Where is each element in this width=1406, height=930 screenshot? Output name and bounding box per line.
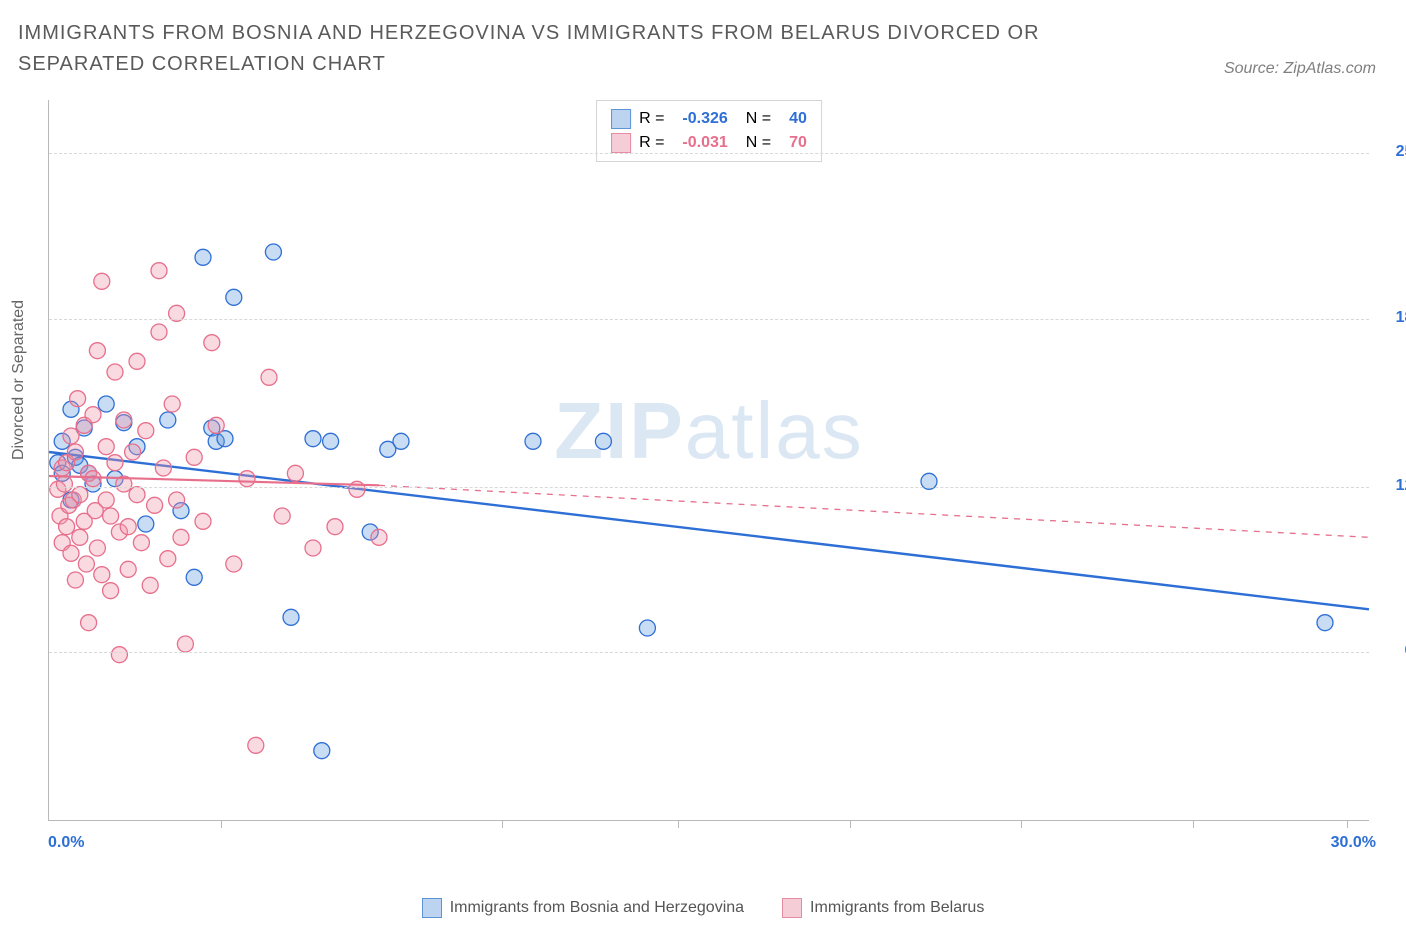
data-point [239, 471, 255, 487]
r-value: -0.326 [682, 107, 727, 131]
data-point [94, 567, 110, 583]
data-point [195, 249, 211, 265]
data-point [78, 556, 94, 572]
data-point [595, 433, 611, 449]
data-point [72, 487, 88, 503]
x-axis-min-label: 0.0% [48, 834, 84, 852]
data-point [129, 487, 145, 503]
data-point [261, 369, 277, 385]
data-point [283, 609, 299, 625]
data-point [208, 417, 224, 433]
y-tick-label: 18.8% [1377, 309, 1406, 327]
data-point [525, 433, 541, 449]
data-point [248, 737, 264, 753]
data-point [305, 431, 321, 447]
n-value: 70 [789, 131, 807, 155]
data-point [1317, 615, 1333, 631]
scatter-svg [49, 100, 1369, 820]
data-point [85, 471, 101, 487]
legend-item: Immigrants from Belarus [782, 898, 984, 918]
source-attribution: Source: ZipAtlas.com [1224, 60, 1376, 78]
data-point [173, 529, 189, 545]
data-point [226, 556, 242, 572]
data-point [133, 535, 149, 551]
legend-swatch [782, 898, 802, 918]
y-tick-label: 12.5% [1377, 477, 1406, 495]
y-tick-label: 6.3% [1377, 642, 1406, 660]
data-point [160, 412, 176, 428]
data-point [103, 508, 119, 524]
data-point [85, 407, 101, 423]
data-point [89, 343, 105, 359]
data-point [103, 583, 119, 599]
data-point [67, 444, 83, 460]
chart-title: IMMIGRANTS FROM BOSNIA AND HERZEGOVINA V… [18, 18, 1106, 80]
legend-swatch [422, 898, 442, 918]
data-point [98, 396, 114, 412]
data-point [142, 577, 158, 593]
data-point [177, 636, 193, 652]
data-point [226, 289, 242, 305]
data-point [151, 263, 167, 279]
data-point [116, 412, 132, 428]
data-point [195, 513, 211, 529]
data-point [138, 516, 154, 532]
data-point [98, 439, 114, 455]
data-point [160, 551, 176, 567]
data-point [287, 465, 303, 481]
data-point [305, 540, 321, 556]
y-axis-label: Divorced or Separated [10, 300, 28, 460]
data-point [155, 460, 171, 476]
trend-line-extrapolated [379, 485, 1369, 537]
legend-swatch [611, 109, 631, 129]
n-value: 40 [789, 107, 807, 131]
data-point [89, 540, 105, 556]
data-point [63, 545, 79, 561]
data-point [129, 353, 145, 369]
data-point [169, 492, 185, 508]
data-point [393, 433, 409, 449]
data-point [63, 428, 79, 444]
data-point [56, 476, 72, 492]
data-point [327, 519, 343, 535]
data-point [98, 492, 114, 508]
data-point [94, 273, 110, 289]
data-point [323, 433, 339, 449]
data-point [151, 324, 167, 340]
data-point [265, 244, 281, 260]
data-point [120, 561, 136, 577]
series-legend: Immigrants from Bosnia and Herzegovina Im… [0, 898, 1406, 918]
data-point [186, 449, 202, 465]
legend-swatch [611, 133, 631, 153]
x-axis-max-label: 30.0% [1331, 834, 1376, 852]
data-point [70, 391, 86, 407]
r-value: -0.031 [682, 131, 727, 155]
y-tick-label: 25.0% [1377, 143, 1406, 161]
data-point [111, 647, 127, 663]
data-point [204, 335, 220, 351]
data-point [274, 508, 290, 524]
data-point [81, 615, 97, 631]
legend-row: R =-0.031N =70 [611, 131, 807, 155]
data-point [138, 423, 154, 439]
data-point [125, 444, 141, 460]
data-point [107, 364, 123, 380]
data-point [186, 569, 202, 585]
data-point [314, 743, 330, 759]
plot-area: ZIPatlas R =-0.326N =40R =-0.031N =70 6.… [48, 100, 1369, 821]
data-point [164, 396, 180, 412]
data-point [72, 529, 88, 545]
data-point [59, 519, 75, 535]
data-point [147, 497, 163, 513]
data-point [371, 529, 387, 545]
data-point [639, 620, 655, 636]
data-point [120, 519, 136, 535]
data-point [67, 572, 83, 588]
legend-item: Immigrants from Bosnia and Herzegovina [422, 898, 744, 918]
data-point [107, 455, 123, 471]
legend-row: R =-0.326N =40 [611, 107, 807, 131]
